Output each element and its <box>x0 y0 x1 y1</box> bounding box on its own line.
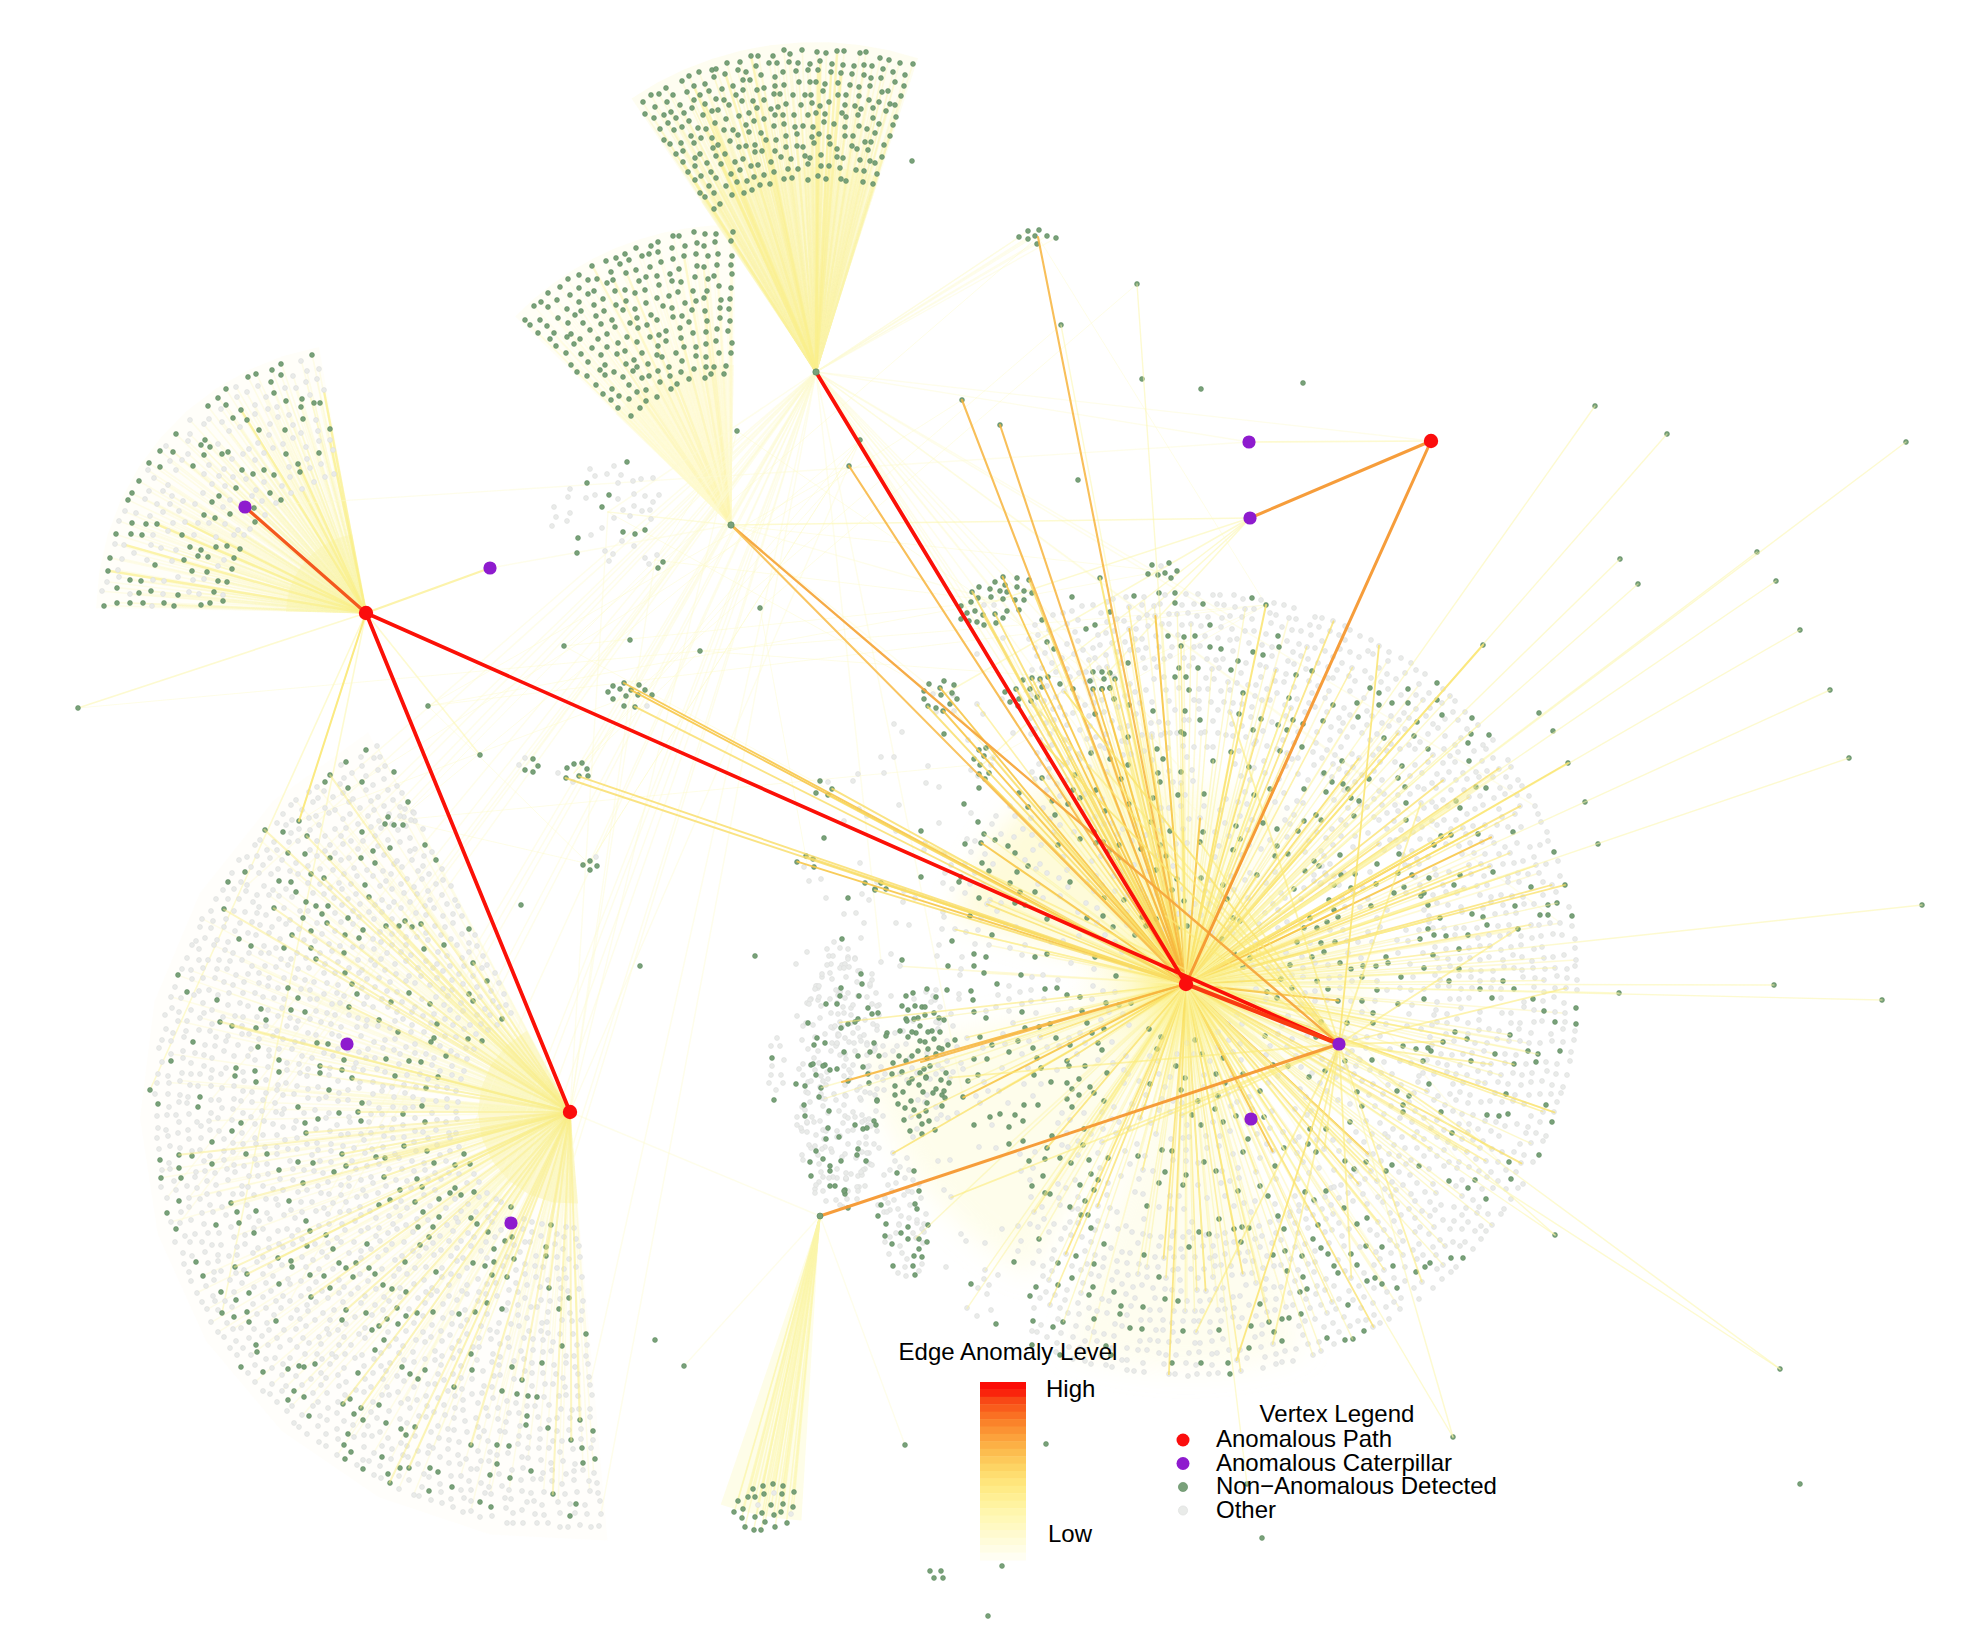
svg-text:High: High <box>1046 1375 1095 1402</box>
svg-text:Other: Other <box>1216 1496 1276 1523</box>
svg-text:Vertex Legend: Vertex Legend <box>1260 1400 1415 1427</box>
svg-text:Edge Anomaly Level: Edge Anomaly Level <box>899 1338 1118 1365</box>
svg-text:Low: Low <box>1048 1520 1093 1547</box>
